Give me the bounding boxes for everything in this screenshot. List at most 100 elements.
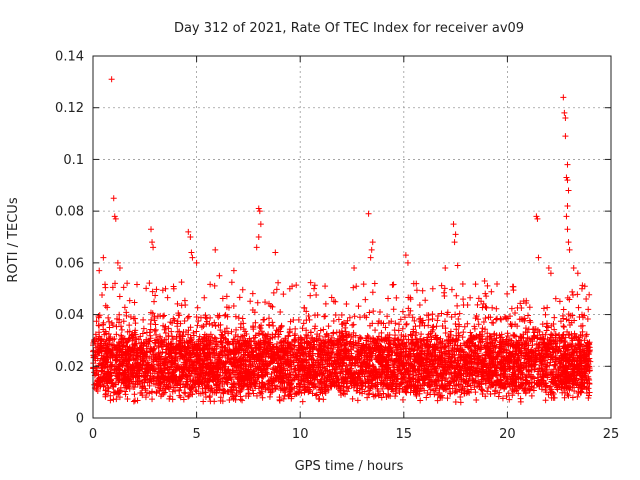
band-point xyxy=(254,299,261,306)
band-point xyxy=(224,313,231,320)
band-point xyxy=(512,309,519,316)
band-point xyxy=(117,387,124,394)
band-point xyxy=(372,327,379,334)
band-point xyxy=(154,313,161,320)
band-point xyxy=(303,308,310,315)
band-point xyxy=(487,314,494,321)
band-point xyxy=(405,311,412,318)
band-point xyxy=(403,321,410,328)
band-point xyxy=(422,297,429,304)
band-point xyxy=(398,332,405,339)
band-point xyxy=(166,395,173,402)
band-point xyxy=(265,315,272,322)
band-point xyxy=(434,317,441,324)
band-point xyxy=(467,329,474,336)
band-point xyxy=(130,398,137,405)
band-point xyxy=(221,312,228,319)
band-point xyxy=(116,293,123,300)
band-point xyxy=(295,316,302,323)
band-point xyxy=(456,310,463,317)
band-point xyxy=(110,396,117,403)
band-point xyxy=(151,298,158,305)
band-point xyxy=(460,365,467,372)
band-point xyxy=(164,294,171,301)
band-point xyxy=(377,309,383,316)
band-point xyxy=(325,323,332,330)
band-point xyxy=(317,327,324,334)
band-point xyxy=(384,313,391,320)
band-point xyxy=(217,327,224,334)
band-point xyxy=(453,326,460,333)
band-point xyxy=(141,379,148,386)
band-point xyxy=(461,323,468,330)
band-point xyxy=(488,288,495,295)
band-point xyxy=(542,397,549,404)
band-point xyxy=(105,330,112,337)
band-point xyxy=(560,323,567,330)
band-point xyxy=(320,326,327,333)
band-point xyxy=(398,380,405,387)
band-point xyxy=(228,279,235,286)
band-point xyxy=(475,316,482,323)
band-point xyxy=(473,397,480,404)
band-point xyxy=(396,321,403,328)
band-point xyxy=(494,281,501,288)
band-point xyxy=(509,283,516,290)
band-point xyxy=(309,390,316,397)
band-point xyxy=(454,302,461,309)
band-point xyxy=(196,333,203,340)
band-point xyxy=(441,293,448,300)
band-point xyxy=(133,281,140,288)
band-point xyxy=(473,333,480,340)
band-point xyxy=(509,392,516,399)
band-point xyxy=(112,280,119,287)
band-point xyxy=(170,315,177,322)
band-point xyxy=(182,390,189,397)
band-point xyxy=(551,394,558,401)
band-point xyxy=(259,394,266,401)
band-point xyxy=(181,317,188,324)
band-point xyxy=(464,302,471,309)
band-point xyxy=(344,317,351,324)
band-point xyxy=(399,308,406,315)
band-point xyxy=(184,314,191,321)
band-point xyxy=(230,303,237,309)
band-point xyxy=(106,318,113,325)
band-point xyxy=(485,384,492,391)
band-point xyxy=(330,318,337,325)
band-point xyxy=(425,316,432,323)
band-point xyxy=(586,291,593,298)
band-point xyxy=(419,287,426,294)
band-point xyxy=(126,322,133,329)
band-point xyxy=(109,336,116,343)
band-point xyxy=(499,395,506,402)
band-point xyxy=(332,311,339,318)
band-point xyxy=(475,321,482,328)
band-point xyxy=(356,314,363,321)
band-point xyxy=(257,325,264,332)
band-point xyxy=(403,320,410,327)
band-point xyxy=(193,328,200,335)
band-point xyxy=(206,393,213,400)
band-point xyxy=(270,289,277,296)
band-point xyxy=(510,287,517,294)
band-point xyxy=(416,302,423,309)
band-point xyxy=(343,301,350,307)
band-point xyxy=(508,305,515,312)
band-point xyxy=(451,382,458,389)
band-point xyxy=(300,320,307,327)
band-point xyxy=(547,368,554,375)
band-point xyxy=(571,388,578,395)
band-point xyxy=(120,284,127,291)
band-point xyxy=(338,311,345,318)
band-point xyxy=(99,291,106,298)
band-point xyxy=(489,304,496,311)
band-point xyxy=(270,322,277,329)
band-point xyxy=(235,314,242,321)
band-point xyxy=(322,313,329,320)
band-point xyxy=(312,392,319,399)
band-point xyxy=(574,291,581,298)
band-point xyxy=(493,305,500,312)
data-points xyxy=(90,76,594,406)
band-point xyxy=(335,316,342,323)
